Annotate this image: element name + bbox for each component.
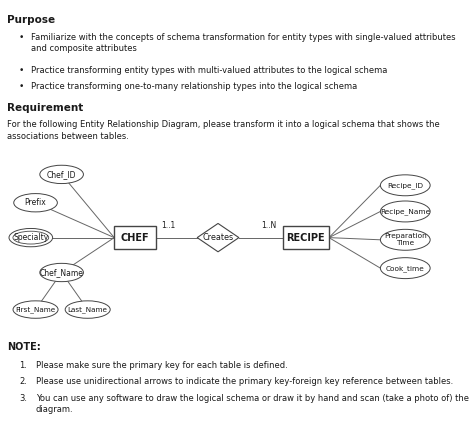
Ellipse shape <box>14 194 57 212</box>
Ellipse shape <box>40 165 83 184</box>
Ellipse shape <box>13 301 58 318</box>
Text: 3.: 3. <box>19 394 27 403</box>
Text: Preparation
Time: Preparation Time <box>384 233 427 246</box>
Text: 1..1: 1..1 <box>162 221 176 230</box>
Ellipse shape <box>40 263 83 282</box>
Text: •: • <box>19 66 24 75</box>
Text: NOTE:: NOTE: <box>7 342 41 352</box>
Ellipse shape <box>380 175 430 196</box>
FancyBboxPatch shape <box>283 226 329 249</box>
Text: Chef_Name: Chef_Name <box>40 268 83 277</box>
Text: Purpose: Purpose <box>7 15 55 25</box>
Text: Recipe_Name: Recipe_Name <box>380 208 430 215</box>
Text: 1.: 1. <box>19 361 27 370</box>
Text: First_Name: First_Name <box>16 306 55 313</box>
Ellipse shape <box>380 258 430 279</box>
Ellipse shape <box>380 201 430 222</box>
Text: 2.: 2. <box>19 377 27 386</box>
Text: For the following Entity Relationship Diagram, please transform it into a logica: For the following Entity Relationship Di… <box>7 120 440 141</box>
Text: Please use unidirectional arrows to indicate the primary key-foreign key referen: Please use unidirectional arrows to indi… <box>36 377 453 386</box>
Text: Practice transforming one-to-many relationship types into the logical schema: Practice transforming one-to-many relati… <box>31 82 357 92</box>
Ellipse shape <box>9 228 53 247</box>
Text: Chef_ID: Chef_ID <box>47 170 76 179</box>
Text: Practice transforming entity types with multi-valued attributes to the logical s: Practice transforming entity types with … <box>31 66 387 75</box>
Polygon shape <box>197 223 239 252</box>
Ellipse shape <box>65 301 110 318</box>
FancyBboxPatch shape <box>114 226 156 249</box>
Text: Requirement: Requirement <box>7 103 83 113</box>
Ellipse shape <box>380 229 430 250</box>
Text: RECIPE: RECIPE <box>286 233 325 242</box>
Text: You can use any software to draw the logical schema or draw it by hand and scan : You can use any software to draw the log… <box>36 394 469 414</box>
Text: Last_Name: Last_Name <box>68 306 108 313</box>
Text: •: • <box>19 33 24 42</box>
Text: CHEF: CHEF <box>121 233 149 242</box>
Text: Creates: Creates <box>202 233 234 242</box>
Text: Please make sure the primary key for each table is defined.: Please make sure the primary key for eac… <box>36 361 287 370</box>
Text: 1..N: 1..N <box>262 221 277 230</box>
Text: Prefix: Prefix <box>25 198 46 207</box>
Text: Specialty: Specialty <box>13 233 48 242</box>
Text: Cook_time: Cook_time <box>386 265 425 272</box>
Text: •: • <box>19 82 24 92</box>
Text: Recipe_ID: Recipe_ID <box>387 182 423 189</box>
Text: Familiarize with the concepts of schema transformation for entity types with sin: Familiarize with the concepts of schema … <box>31 33 456 53</box>
